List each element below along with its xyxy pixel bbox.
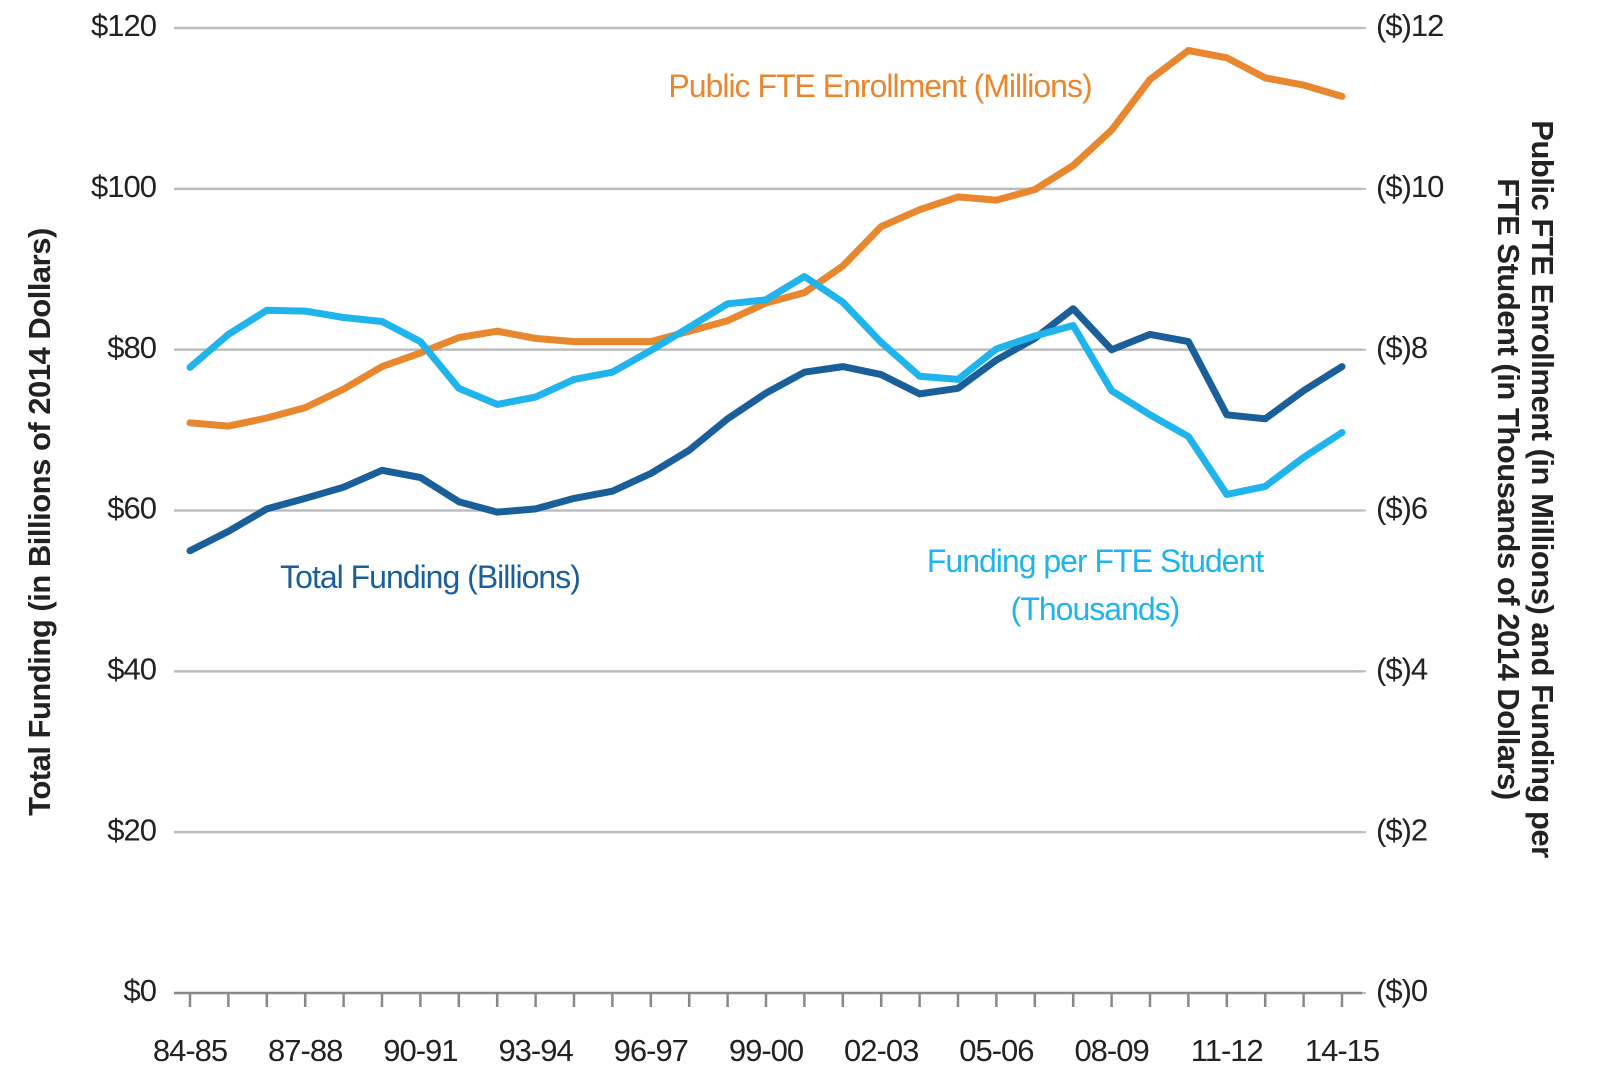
y-tick-label: $120: [91, 8, 157, 43]
y-tick-label: $20: [107, 812, 156, 847]
y2-tick-label: ($)4: [1376, 652, 1428, 687]
y-axis-title: Total Funding (in Billions of 2014 Dolla…: [22, 228, 57, 816]
y2-axis-title: Public FTE Enrollment (in Millions) and …: [1491, 120, 1560, 858]
series-line: [186, 273, 1346, 498]
x-tick-label: 96-97: [614, 1033, 688, 1068]
y-tick-label: $40: [107, 652, 156, 687]
x-tick-label: 11-12: [1191, 1033, 1263, 1068]
y2-tick-label: ($)2: [1376, 812, 1427, 847]
y2-tick-label: ($)12: [1376, 8, 1443, 43]
y2-tick-label: ($)6: [1376, 491, 1427, 526]
x-tick-label: 14-15: [1305, 1033, 1379, 1068]
x-tick-label: 84-85: [153, 1033, 227, 1068]
series-line: [186, 305, 1346, 555]
x-tick-label: 93-94: [498, 1033, 573, 1068]
y-tick-label: $0: [124, 973, 157, 1008]
x-tick-label: 05-06: [959, 1033, 1033, 1068]
x-tick-label: 08-09: [1074, 1033, 1148, 1068]
x-tick-label: 99-00: [729, 1033, 804, 1068]
y-tick-label: $80: [107, 330, 156, 365]
y2-tick-label: ($)10: [1376, 169, 1444, 204]
series-label: Funding per FTE Student (Thousands): [926, 543, 1264, 627]
series-label: Total Funding (Billions): [280, 559, 581, 595]
y-tick-label: $60: [107, 491, 156, 526]
y2-tick-label: ($)0: [1376, 973, 1428, 1008]
y-tick-label: $100: [91, 169, 157, 204]
x-tick-label: 87-88: [268, 1033, 342, 1068]
x-tick-label: 90-91: [383, 1033, 457, 1068]
x-tick-label: 02-03: [844, 1033, 918, 1068]
series-label: Public FTE Enrollment (Millions): [668, 68, 1092, 104]
y2-tick-label: ($)8: [1376, 330, 1427, 365]
